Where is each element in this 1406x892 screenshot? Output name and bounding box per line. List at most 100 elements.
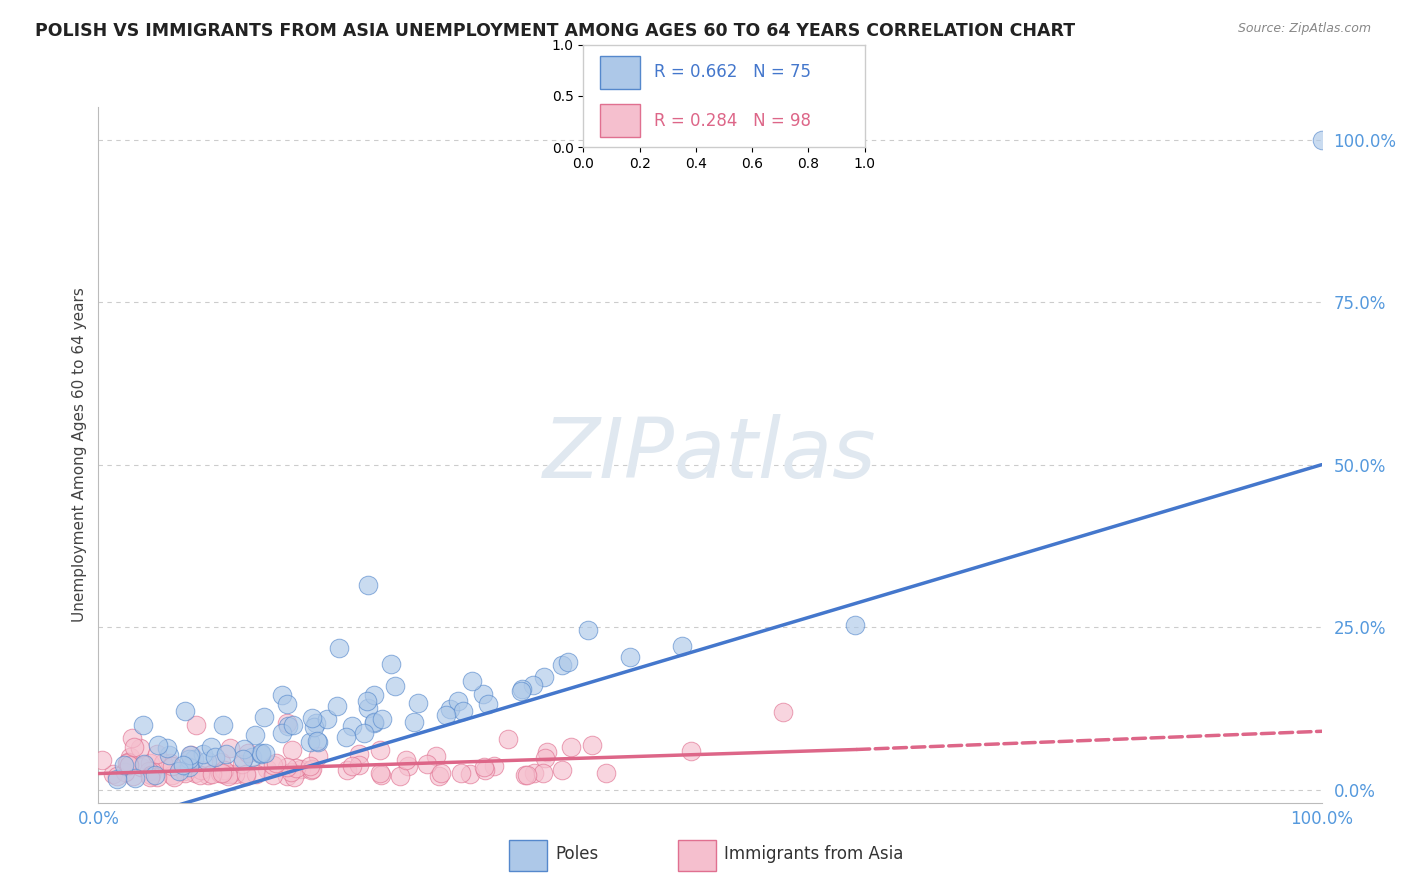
Point	[347, 758, 370, 772]
Point	[231, 757, 253, 772]
Point	[533, 751, 555, 765]
Point	[256, 762, 278, 776]
Point	[243, 728, 266, 742]
Point	[363, 714, 385, 729]
Point	[122, 769, 145, 783]
Point	[183, 752, 205, 766]
Point	[551, 658, 574, 673]
Point	[146, 747, 169, 761]
Point	[117, 756, 139, 770]
Point	[576, 624, 599, 638]
Point	[472, 687, 495, 701]
Point	[209, 765, 232, 780]
Point	[167, 764, 190, 778]
Point	[460, 766, 482, 780]
Point	[195, 754, 218, 768]
Point	[197, 767, 219, 781]
Text: R = 0.662   N = 75: R = 0.662 N = 75	[654, 63, 811, 81]
Point	[215, 747, 238, 761]
Point	[152, 756, 174, 770]
Point	[121, 731, 143, 746]
Point	[281, 718, 304, 732]
Point	[299, 759, 322, 773]
Point	[179, 747, 201, 762]
Point	[145, 768, 167, 782]
Point	[139, 770, 162, 784]
Point	[595, 765, 617, 780]
Text: Poles: Poles	[555, 845, 599, 863]
Point	[356, 694, 378, 708]
Point	[172, 758, 194, 772]
Point	[276, 769, 298, 783]
Point	[307, 735, 329, 749]
Bar	[509, 839, 547, 871]
Point	[177, 760, 200, 774]
Point	[681, 744, 703, 758]
Point	[427, 769, 450, 783]
Point	[416, 756, 439, 771]
Point	[114, 765, 136, 780]
Point	[299, 763, 322, 777]
Point	[304, 720, 326, 734]
Point	[281, 743, 304, 757]
Point	[474, 763, 496, 777]
Point	[581, 738, 603, 752]
Point	[235, 766, 257, 780]
Point	[447, 694, 470, 708]
Point	[212, 767, 235, 781]
Point	[124, 771, 146, 785]
Point	[129, 760, 152, 774]
Point	[510, 681, 533, 696]
Point	[250, 747, 273, 762]
Point	[146, 738, 169, 752]
Point	[180, 762, 202, 776]
Point	[132, 718, 155, 732]
Point	[232, 751, 254, 765]
Point	[146, 770, 169, 784]
Point	[235, 769, 257, 783]
Point	[179, 751, 201, 765]
Point	[533, 669, 555, 683]
Point	[224, 766, 246, 780]
Text: R = 0.284   N = 98: R = 0.284 N = 98	[654, 112, 811, 129]
Point	[180, 747, 202, 762]
Point	[112, 758, 135, 772]
Point	[141, 764, 163, 779]
Point	[522, 678, 544, 692]
Point	[173, 704, 195, 718]
Point	[91, 753, 114, 767]
Point	[163, 770, 186, 784]
Bar	[678, 839, 716, 871]
Point	[336, 763, 359, 777]
Point	[271, 689, 294, 703]
Point	[105, 769, 128, 783]
Point	[450, 765, 472, 780]
Point	[285, 761, 308, 775]
Point	[439, 701, 461, 715]
Point	[305, 734, 328, 748]
Point	[120, 750, 142, 764]
Point	[363, 715, 385, 730]
Point	[299, 735, 322, 749]
Point	[307, 748, 329, 763]
Point	[160, 768, 183, 782]
Point	[557, 655, 579, 669]
Point	[184, 766, 207, 780]
Point	[204, 750, 226, 764]
Point	[283, 770, 305, 784]
Point	[404, 714, 426, 729]
Point	[335, 730, 357, 744]
Point	[276, 759, 298, 773]
Point	[280, 765, 302, 780]
Point	[347, 747, 370, 761]
Point	[326, 699, 349, 714]
Point	[264, 756, 287, 770]
Point	[242, 749, 264, 764]
Point	[301, 711, 323, 725]
Point	[200, 739, 222, 754]
Point	[523, 765, 546, 780]
Point	[619, 649, 641, 664]
Point	[212, 763, 235, 777]
Point	[250, 746, 273, 760]
Point	[340, 719, 363, 733]
